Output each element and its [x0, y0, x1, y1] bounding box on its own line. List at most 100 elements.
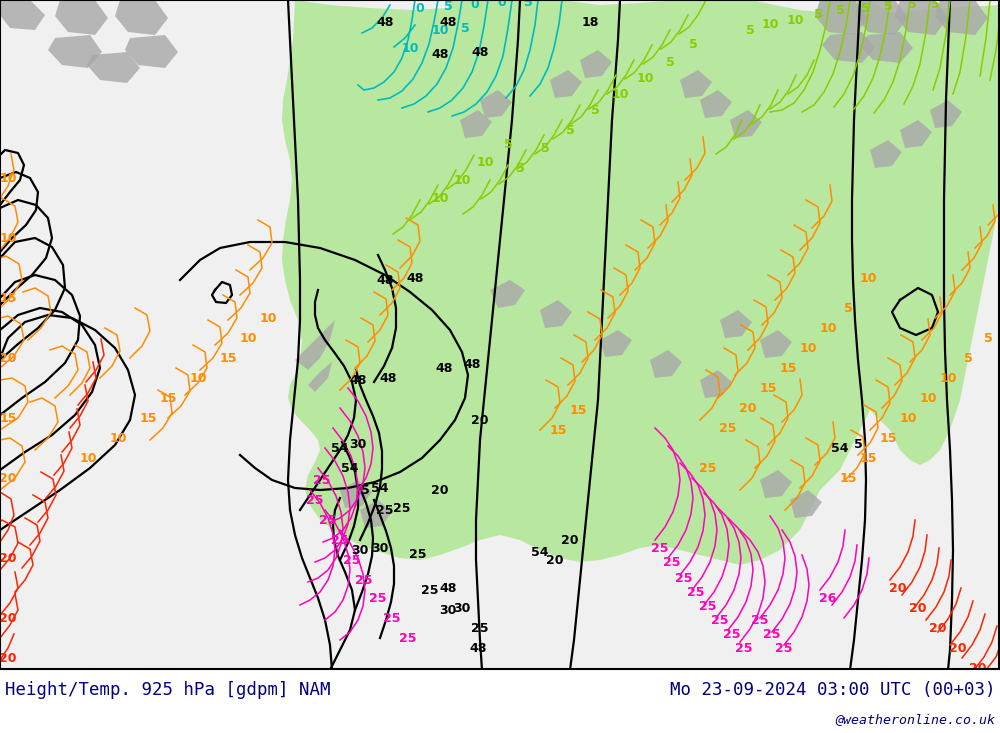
Text: 54: 54 — [371, 482, 389, 495]
Text: 5: 5 — [964, 352, 972, 364]
Text: 10: 10 — [919, 391, 937, 405]
Polygon shape — [550, 70, 582, 98]
Polygon shape — [822, 32, 875, 63]
Text: 25: 25 — [369, 592, 387, 605]
Polygon shape — [360, 500, 392, 528]
Polygon shape — [930, 100, 962, 128]
Text: 48: 48 — [439, 15, 457, 29]
Text: 25: 25 — [699, 600, 717, 613]
Text: 18: 18 — [581, 15, 599, 29]
Polygon shape — [680, 70, 712, 98]
Text: 10: 10 — [431, 191, 449, 205]
Text: 5: 5 — [361, 484, 369, 496]
Text: 0: 0 — [416, 1, 424, 15]
Text: 20: 20 — [0, 551, 17, 564]
Text: 25: 25 — [719, 421, 737, 435]
Text: 5: 5 — [566, 123, 574, 136]
Text: 10: 10 — [79, 452, 97, 465]
Text: 10: 10 — [259, 312, 277, 325]
Text: 15: 15 — [569, 403, 587, 416]
Polygon shape — [935, 0, 988, 35]
Text: 25: 25 — [331, 534, 349, 547]
Text: 54: 54 — [531, 545, 549, 559]
Polygon shape — [295, 320, 335, 370]
Text: 15: 15 — [879, 432, 897, 444]
Text: 25: 25 — [699, 462, 717, 474]
Text: 54: 54 — [831, 441, 849, 454]
Polygon shape — [460, 110, 492, 138]
Text: 15: 15 — [839, 471, 857, 485]
Text: 5: 5 — [861, 1, 869, 15]
Polygon shape — [720, 310, 752, 338]
Polygon shape — [115, 0, 168, 35]
Text: 10: 10 — [859, 271, 877, 284]
Text: 20: 20 — [561, 534, 579, 547]
Text: 25: 25 — [376, 504, 394, 517]
Text: 5: 5 — [931, 0, 939, 10]
Text: 48: 48 — [439, 581, 457, 594]
Polygon shape — [480, 90, 512, 118]
Text: 48: 48 — [471, 45, 489, 59]
Text: 25: 25 — [383, 611, 401, 625]
Text: 25: 25 — [471, 622, 489, 635]
Text: 15: 15 — [0, 411, 17, 424]
Text: 25: 25 — [723, 627, 741, 641]
Polygon shape — [760, 470, 792, 498]
Text: 25: 25 — [399, 632, 417, 644]
Text: 25: 25 — [711, 614, 729, 627]
Text: 25: 25 — [735, 641, 753, 655]
Text: 0: 0 — [498, 0, 506, 10]
Text: 48: 48 — [379, 372, 397, 385]
Text: 20: 20 — [909, 602, 927, 614]
Text: 10: 10 — [0, 172, 17, 185]
Text: 10: 10 — [636, 72, 654, 84]
Text: 15: 15 — [549, 424, 567, 436]
Text: 25: 25 — [663, 556, 681, 569]
Text: 20: 20 — [949, 641, 967, 655]
Text: 5: 5 — [461, 21, 469, 34]
Text: 48: 48 — [406, 271, 424, 284]
Text: 48: 48 — [376, 273, 394, 287]
Text: 25: 25 — [763, 627, 781, 641]
Text: 5: 5 — [444, 0, 452, 12]
Polygon shape — [282, 0, 1000, 565]
Text: 5: 5 — [908, 0, 916, 12]
Text: 5: 5 — [836, 4, 844, 17]
Text: 10: 10 — [819, 322, 837, 334]
Text: 0: 0 — [471, 0, 479, 10]
Text: 48: 48 — [349, 374, 367, 386]
Text: 25: 25 — [319, 514, 337, 526]
Polygon shape — [55, 0, 108, 35]
Polygon shape — [440, 0, 530, 40]
Text: 25: 25 — [687, 586, 705, 599]
Text: 5: 5 — [984, 331, 992, 345]
Polygon shape — [580, 50, 612, 78]
Polygon shape — [48, 35, 102, 68]
Text: 30: 30 — [439, 603, 457, 616]
Text: 25: 25 — [313, 474, 331, 487]
Text: 20: 20 — [969, 661, 987, 674]
Polygon shape — [600, 330, 632, 357]
Text: 15: 15 — [859, 452, 877, 465]
Text: 10: 10 — [189, 372, 207, 385]
Text: 10: 10 — [899, 411, 917, 424]
Text: 5: 5 — [884, 0, 892, 12]
Text: 30: 30 — [371, 542, 389, 554]
Text: Mo 23-09-2024 03:00 UTC (00+03): Mo 23-09-2024 03:00 UTC (00+03) — [670, 681, 995, 699]
Polygon shape — [870, 140, 902, 168]
Text: 15: 15 — [759, 381, 777, 394]
Text: 20: 20 — [431, 484, 449, 496]
Polygon shape — [125, 35, 178, 68]
Text: 48: 48 — [469, 641, 487, 655]
Text: @weatheronline.co.uk: @weatheronline.co.uk — [835, 713, 995, 726]
Text: 10: 10 — [431, 23, 449, 37]
Text: 48: 48 — [435, 361, 453, 375]
Text: 25: 25 — [409, 548, 427, 561]
Polygon shape — [730, 110, 762, 138]
Text: 10: 10 — [453, 174, 471, 186]
Text: 25: 25 — [751, 614, 769, 627]
Polygon shape — [650, 350, 682, 378]
Text: 25: 25 — [421, 583, 439, 597]
Polygon shape — [308, 362, 332, 392]
Text: 10: 10 — [0, 232, 17, 245]
